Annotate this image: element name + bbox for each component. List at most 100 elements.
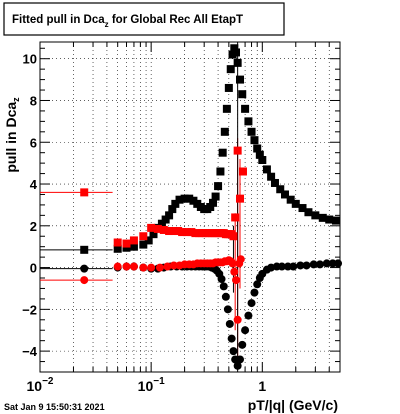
y-tick-label: 6 (30, 135, 37, 150)
circle-marker (163, 262, 172, 271)
circle-marker (309, 260, 318, 269)
title-box (3, 2, 285, 36)
circle-marker (247, 299, 256, 308)
y-tick-label: 10 (23, 52, 37, 67)
circle-marker (147, 263, 156, 272)
square-marker (147, 223, 156, 232)
tick-labels: −4 −2 0 2 4 6 8 10 10−2 10−1 1 (22, 52, 266, 394)
y-tick-label: −4 (22, 344, 38, 359)
square-marker (178, 228, 187, 237)
circle-marker (227, 334, 236, 343)
square-marker (80, 245, 89, 254)
square-marker (253, 144, 262, 153)
circle-marker (277, 262, 286, 271)
circle-marker (238, 340, 247, 349)
square-marker (250, 136, 259, 145)
square-marker (270, 178, 279, 187)
chart-title: Fitted pull in Dcaz for Global Rec All E… (12, 14, 243, 29)
square-marker (211, 192, 220, 201)
square-marker (129, 242, 138, 251)
square-marker (169, 227, 178, 236)
circle-marker (236, 355, 245, 364)
circle-marker (296, 261, 305, 270)
y-tick-label: 4 (30, 177, 38, 192)
x-tick-label: 1 (258, 378, 266, 394)
axis-ticks (39, 42, 341, 373)
square-marker (165, 211, 174, 220)
square-marker (267, 172, 276, 181)
chart-title-sub: z (105, 20, 109, 29)
y-tick-label: −2 (22, 302, 37, 317)
x-tick-label: 10−1 (138, 376, 165, 394)
circle-marker (244, 311, 253, 320)
y-tick-label: 8 (30, 93, 37, 108)
square-marker (139, 240, 148, 249)
circle-marker (334, 259, 343, 268)
square-marker (232, 48, 241, 57)
square-marker (325, 215, 334, 224)
y-tick-label: 2 (30, 219, 37, 234)
square-marker (122, 243, 131, 252)
square-marker (139, 232, 148, 241)
square-marker (231, 213, 240, 222)
square-marker (129, 236, 138, 245)
square-marker (236, 75, 245, 84)
data-markers (80, 44, 343, 370)
circle-marker (232, 276, 241, 285)
square-marker (280, 190, 289, 199)
square-marker (226, 65, 235, 74)
circle-marker (219, 282, 228, 291)
square-marker (230, 44, 239, 53)
y-tick-label: 0 (30, 261, 37, 276)
square-marker (222, 104, 231, 113)
square-marker (122, 239, 131, 248)
circle-marker (129, 262, 138, 271)
square-marker (187, 228, 196, 237)
circle-marker (322, 259, 331, 268)
square-marker (233, 58, 242, 67)
square-marker (238, 90, 247, 99)
square-marker (229, 232, 238, 241)
chart-title-main: Fitted pull in Dca (12, 14, 105, 26)
square-marker (255, 150, 264, 159)
square-marker (144, 236, 153, 245)
chart-title-rest: for Global Rec All EtapT (109, 14, 243, 26)
circle-marker (230, 267, 239, 276)
square-marker (171, 199, 180, 208)
plot-frame (39, 41, 341, 373)
circle-marker (139, 263, 148, 272)
square-marker (262, 165, 271, 174)
circle-marker (233, 315, 242, 324)
square-marker (175, 195, 184, 204)
square-marker (291, 199, 300, 208)
circle-marker (233, 361, 242, 370)
circle-marker (315, 260, 324, 269)
square-marker (168, 205, 177, 214)
square-marker (304, 208, 313, 217)
timestamp: Sat Jan 9 15:50:31 2021 (4, 402, 105, 412)
circle-marker (289, 262, 298, 271)
circle-marker (217, 275, 226, 284)
x-axis-label: pT/|q| (GeV/c) (248, 397, 338, 413)
square-marker (149, 230, 158, 239)
circle-marker (223, 305, 232, 314)
square-marker (180, 194, 189, 203)
square-marker (214, 182, 223, 191)
y-axis-label-main: pull in Dca (3, 102, 19, 173)
square-marker (238, 167, 247, 176)
square-marker (311, 211, 320, 220)
circle-marker (229, 347, 238, 356)
circle-marker (302, 261, 311, 270)
square-marker (80, 188, 89, 197)
y-axis-label: pull in Dcaz (3, 97, 21, 173)
x-tick-label: 10−2 (27, 376, 54, 394)
square-marker (159, 225, 168, 234)
square-marker (258, 156, 267, 165)
square-marker (206, 203, 215, 211)
square-marker (318, 213, 327, 222)
circle-marker (236, 255, 245, 264)
circle-marker (155, 263, 164, 272)
square-marker (216, 167, 225, 176)
circle-marker (122, 262, 131, 271)
square-marker (236, 194, 245, 203)
